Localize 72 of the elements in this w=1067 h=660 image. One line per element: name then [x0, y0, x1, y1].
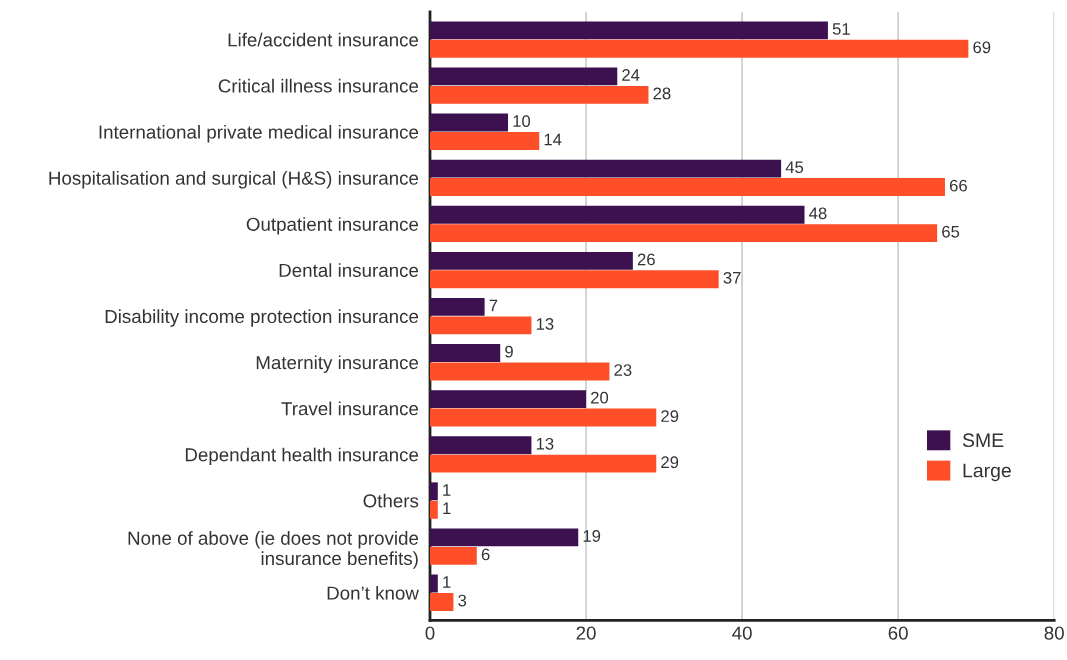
bar: [430, 224, 938, 243]
bar: [430, 85, 649, 104]
bar: [430, 159, 782, 178]
bar: [430, 251, 633, 270]
y-tick-label: Critical illness insurance: [218, 78, 419, 93]
bar: [430, 593, 454, 611]
x-tick-label: 20: [576, 626, 596, 640]
data-label: 20: [591, 391, 609, 404]
data-label: 13: [536, 437, 554, 450]
y-tick-label: None of above (ie does not provide insurance benefits): [128, 531, 419, 569]
data-label: 28: [653, 87, 671, 100]
bar: [430, 132, 540, 150]
data-label: 1: [443, 484, 451, 496]
data-label: 14: [544, 133, 562, 146]
data-label: 19: [583, 530, 601, 542]
bar: [430, 546, 477, 565]
y-tick-label: Dental insurance: [279, 263, 419, 278]
bar: [430, 316, 532, 335]
bar: [430, 205, 805, 224]
data-label: 29: [661, 456, 679, 469]
y-tick-label: Hospitalisation and surgical (H&S) insurance: [49, 171, 419, 189]
data-label: 13: [536, 318, 554, 330]
data-label: 65: [942, 225, 960, 238]
bar: [430, 297, 485, 316]
data-label: 1: [443, 576, 451, 588]
data-label: 29: [661, 410, 679, 423]
data-label: 69: [973, 41, 991, 54]
y-tick-label: Dependant health insurance: [185, 447, 419, 466]
y-tick-label: Outpatient insurance: [246, 217, 419, 235]
y-tick-label: Maternity insurance: [256, 355, 419, 373]
x-tick-label: 40: [732, 626, 752, 640]
bar: [430, 39, 969, 58]
data-label: 51: [832, 23, 850, 35]
data-label: 24: [622, 69, 640, 81]
data-label: 9: [505, 345, 513, 358]
bar: [430, 67, 618, 86]
data-label: 1: [443, 502, 451, 515]
data-label: 7: [489, 299, 498, 312]
bar: [430, 270, 719, 289]
data-label: 45: [785, 161, 804, 174]
bar: [430, 482, 438, 501]
bar: [430, 408, 657, 427]
legend-label: SME: [962, 433, 1004, 448]
y-tick-label: Don’t know: [327, 585, 419, 600]
bar: [430, 362, 610, 381]
y-tick-label: Life/accident insurance: [228, 32, 419, 47]
data-label: 23: [614, 364, 632, 376]
data-label: 66: [949, 179, 967, 192]
data-label: 48: [809, 207, 827, 220]
bar: [430, 528, 579, 547]
data-label: 10: [513, 115, 531, 127]
bar: [430, 344, 501, 362]
data-label: 3: [458, 594, 467, 607]
y-tick-label: Disability income protection insurance: [105, 309, 419, 327]
bar: [430, 436, 532, 455]
data-label: 26: [637, 253, 655, 266]
y-tick-label: Others: [363, 493, 419, 508]
bar: [430, 390, 587, 409]
x-tick-label: 80: [1044, 626, 1064, 640]
y-tick-label: Travel insurance: [281, 401, 419, 416]
data-label: 37: [723, 271, 741, 284]
bar: [430, 574, 438, 593]
bar: [430, 454, 657, 473]
data-label: 6: [481, 548, 490, 561]
x-tick-label: 60: [888, 626, 908, 640]
bar: [430, 113, 509, 132]
y-tick-label: International private medical insurance: [99, 124, 419, 143]
bar: [430, 178, 945, 196]
x-tick-label: 0: [425, 626, 435, 640]
bar: [430, 500, 438, 519]
legend-label: Large: [963, 463, 1011, 482]
bar: [430, 21, 828, 40]
